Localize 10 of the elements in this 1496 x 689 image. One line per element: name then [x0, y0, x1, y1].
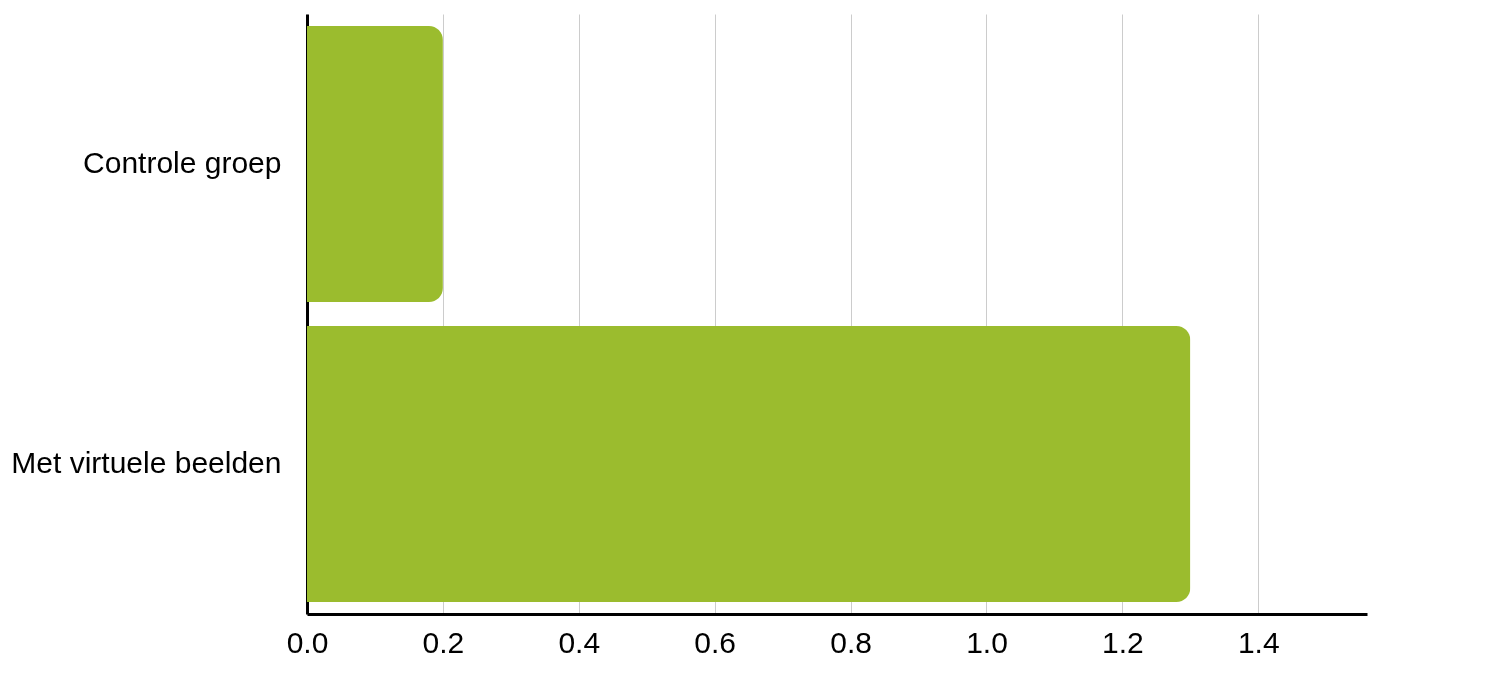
x-tick-label: 0.8 [830, 625, 872, 659]
x-tick-label: 0.6 [694, 625, 737, 659]
y-tick-label: Controle groep [83, 146, 282, 179]
x-tick-label: 1.0 [966, 625, 1008, 659]
x-tick-label: 1.4 [1237, 625, 1280, 659]
x-tick-label: 0.2 [422, 625, 465, 659]
x-tick-label: 1.2 [1102, 625, 1144, 659]
x-tick-label: 0.4 [558, 625, 601, 659]
y-tick-label: Met virtuele beelden [11, 446, 282, 479]
x-tick-label: 0.0 [286, 625, 329, 659]
